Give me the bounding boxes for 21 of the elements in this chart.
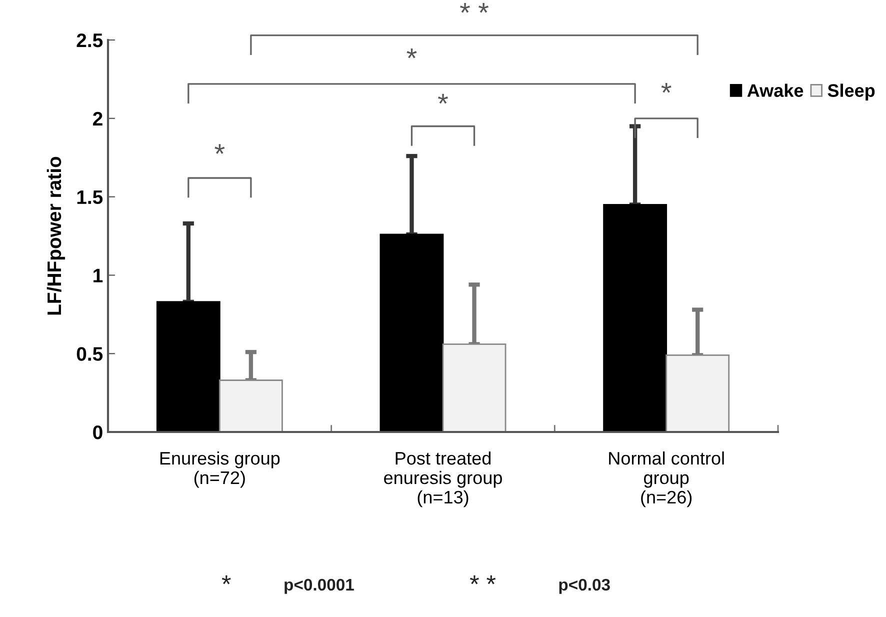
y-tick-label: 1 [94, 268, 103, 282]
y-tick-label: 1.5 [77, 190, 103, 204]
y-tick-label: 0.5 [76, 347, 103, 361]
text: p<0.0001 [284, 578, 354, 594]
annotation: * [661, 82, 672, 93]
annotation: * [406, 48, 417, 58]
x-tick-label: Enuresis group (n=72) [160, 451, 280, 488]
y-tick-label: 0 [93, 425, 102, 440]
annotation: * [214, 144, 225, 154]
legend-label: Sleep [828, 84, 875, 101]
y-tick-label: 2.5 [76, 33, 103, 48]
legend-label: Awake [747, 84, 804, 97]
text: p<0.03 [559, 578, 610, 594]
text: * [222, 575, 231, 584]
x-tick-label: Post treated enuresis group (n=13) [384, 451, 502, 508]
x-tick-label: Normal control group (n=26) [609, 451, 724, 508]
y-tick-label: 2 [93, 112, 102, 126]
y-axis-title: LF/HFpower ratio [46, 156, 65, 315]
annotation: * [438, 94, 448, 104]
text: * * [470, 575, 496, 584]
text: * * [460, 2, 488, 13]
